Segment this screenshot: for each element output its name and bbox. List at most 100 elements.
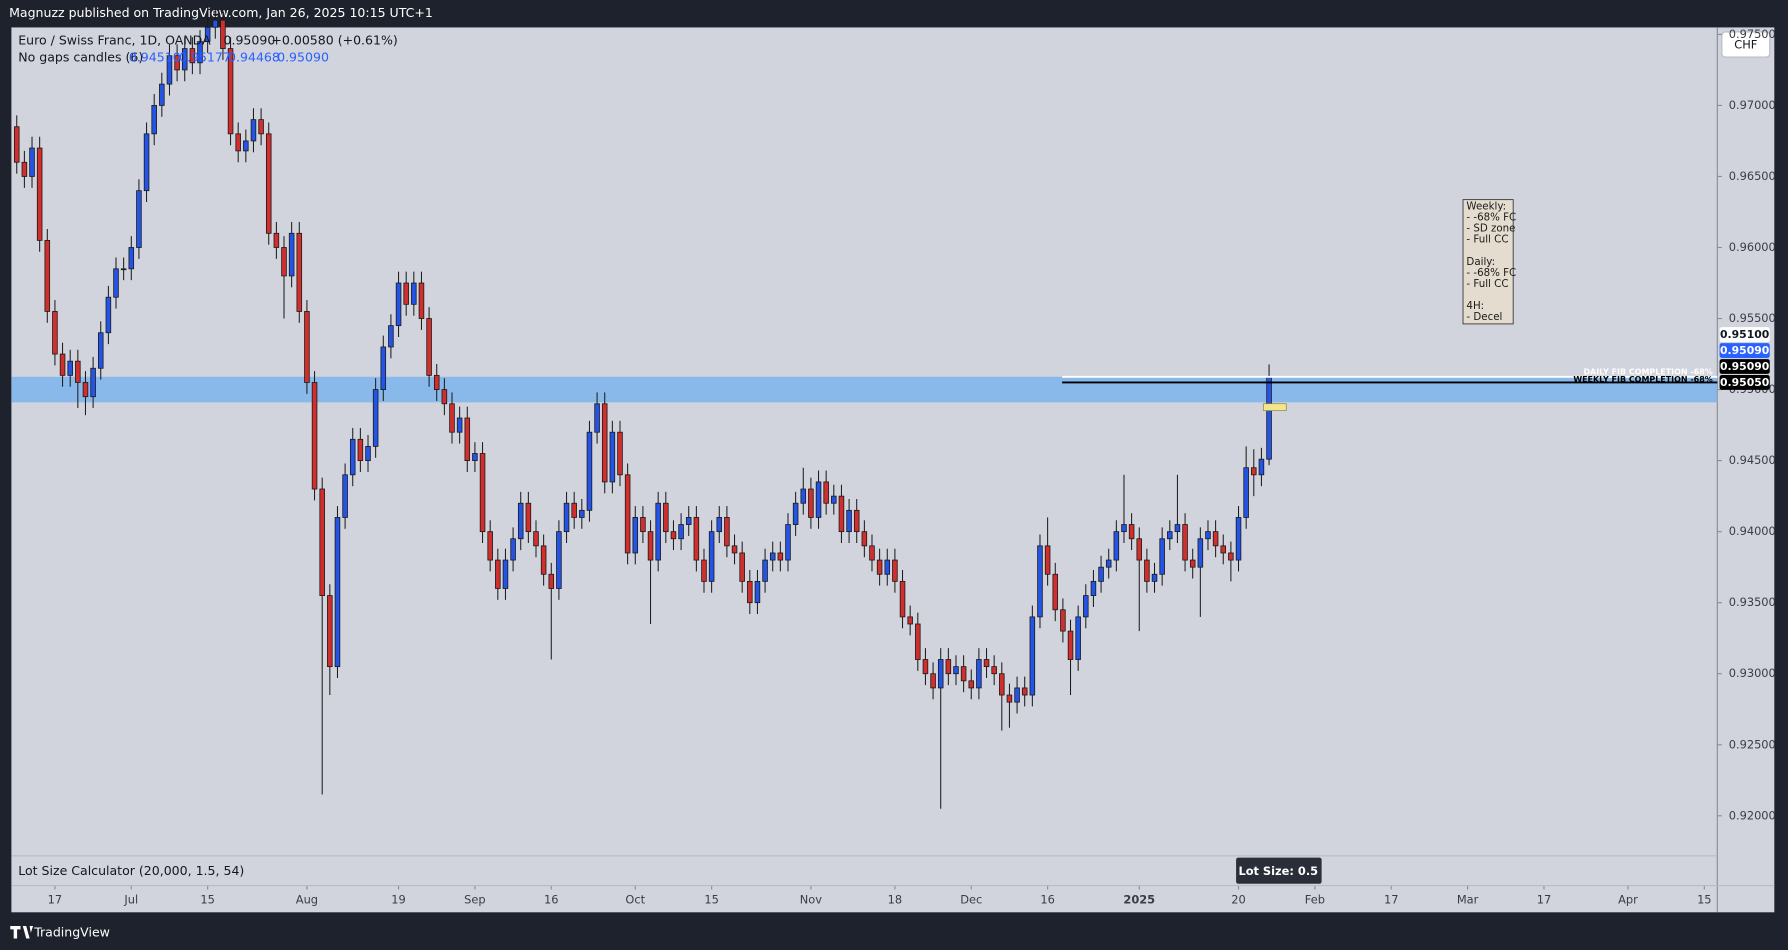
y-tick-label: 0.97000 (1729, 98, 1776, 112)
candle (548, 562, 555, 660)
candle-body (1060, 609, 1066, 632)
candle-body (1037, 545, 1043, 618)
candle (1105, 548, 1112, 579)
candle (1098, 555, 1104, 593)
candle (785, 513, 791, 572)
candle-body (1189, 559, 1196, 568)
candle-body (296, 232, 303, 312)
candle (632, 506, 639, 565)
y-tick-label: 0.96000 (1729, 240, 1776, 254)
candle-body (197, 41, 203, 64)
candle (1052, 562, 1059, 622)
candle (647, 520, 654, 624)
candle (13, 115, 20, 174)
candle (97, 321, 104, 380)
candle-body (380, 346, 387, 390)
candle (769, 541, 776, 572)
x-tick-label: 19 (391, 892, 406, 906)
candle-body (853, 509, 860, 533)
candle-body (273, 232, 280, 248)
candle (120, 257, 127, 281)
candle (968, 669, 975, 700)
candle (235, 122, 241, 163)
publish-header: Magnuzz published on TradingView.com, Ja… (9, 5, 433, 20)
candle (143, 122, 150, 203)
candle-body (968, 680, 975, 689)
candle (288, 221, 295, 288)
x-tick-label: Aug (296, 892, 318, 906)
candle (357, 427, 364, 472)
candle (731, 534, 738, 565)
candle-body (120, 268, 127, 271)
candle-body (1014, 687, 1020, 703)
candle (395, 271, 402, 338)
candle-body (953, 666, 959, 675)
candle (510, 527, 516, 572)
candle (525, 491, 532, 544)
candle (1083, 584, 1089, 629)
x-tick-label: 16 (1040, 892, 1055, 906)
indicator-name: No gaps candles (6) (18, 50, 143, 65)
candle (502, 548, 509, 600)
note-line: Daily: (1466, 256, 1495, 268)
candle (624, 463, 631, 565)
candle-body (976, 659, 982, 689)
candle (915, 612, 921, 671)
candle (181, 37, 188, 82)
price-tag (1719, 343, 1770, 358)
candle (365, 435, 371, 472)
candle-body (319, 488, 325, 596)
candle (1060, 598, 1066, 643)
candle-body (220, 19, 226, 49)
candle (250, 108, 257, 153)
candle-body (181, 48, 188, 71)
candle (739, 541, 745, 593)
candle (1159, 527, 1165, 586)
currency-button[interactable] (1721, 31, 1771, 58)
candle (563, 491, 570, 544)
candle (1205, 520, 1211, 551)
lower-pane-title: Lot Size Calculator (20,000, 1.5, 54) (18, 863, 244, 878)
candle-body (243, 140, 249, 152)
candle (1090, 570, 1097, 607)
candle (617, 420, 623, 487)
candle (640, 506, 646, 544)
candle-body (838, 495, 845, 533)
candle-body (1136, 538, 1143, 561)
currency-label[interactable]: CHF (1734, 38, 1757, 52)
candle-body (250, 119, 257, 142)
candle-body (365, 446, 371, 462)
candle-body (90, 367, 96, 398)
candle (1006, 683, 1013, 728)
candle (411, 271, 417, 316)
candle (204, 5, 211, 53)
candle-body (1090, 580, 1097, 596)
candle (487, 520, 493, 572)
candle (1144, 548, 1150, 593)
candle-body (235, 133, 241, 152)
x-tick-label: Feb (1305, 892, 1325, 906)
y-tick-label: 0.95500 (1729, 311, 1776, 325)
candle (747, 570, 753, 615)
x-tick-label: 2025 (1123, 892, 1155, 906)
candle-body (1052, 573, 1059, 611)
candle-body (136, 190, 142, 248)
candle-body (960, 666, 967, 682)
candle-body (747, 580, 753, 604)
legend-symbol: Euro / Swiss Franc, 1D, OANDA (18, 33, 211, 48)
candle-body (288, 232, 295, 277)
candle (861, 520, 868, 558)
candle (953, 655, 959, 686)
candle (265, 122, 272, 245)
candle (67, 349, 73, 387)
candle-body (411, 282, 417, 305)
candle-body (571, 502, 577, 518)
lot-size-text: Lot Size: 0.5 (1238, 864, 1318, 878)
candle (1075, 605, 1081, 671)
candle-body (52, 311, 58, 355)
candle-body (97, 332, 104, 369)
candle-body (349, 438, 356, 476)
indicator-value: 0.95090 (277, 50, 329, 65)
candle-body (1105, 559, 1112, 568)
candle-body (510, 538, 516, 561)
